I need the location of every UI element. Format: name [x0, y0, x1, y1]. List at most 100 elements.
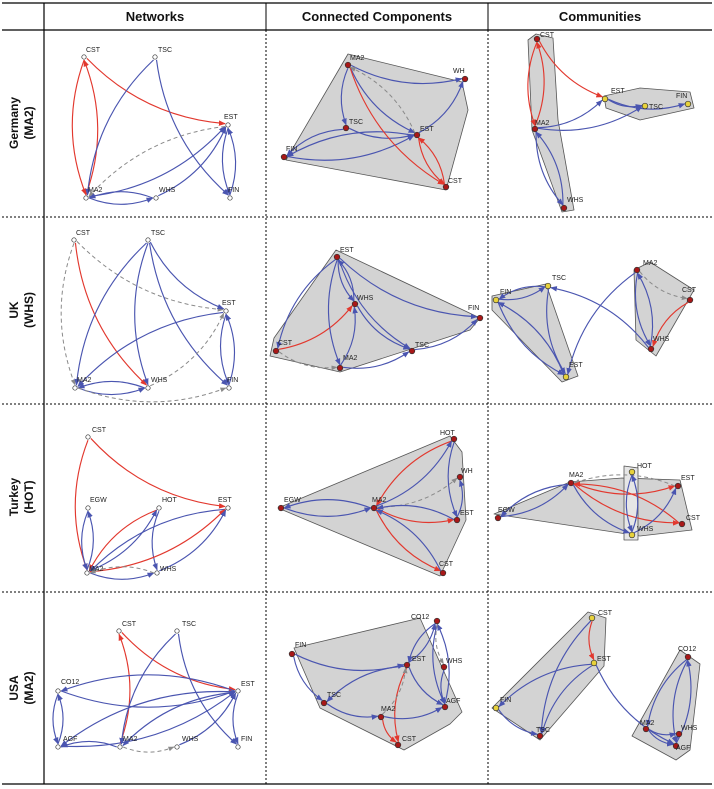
node-est	[225, 505, 231, 511]
node-label-est: EST	[597, 656, 611, 663]
node-label-whs: WHS	[637, 526, 654, 533]
node-label-ma2: MA2	[77, 377, 92, 384]
edge-whs-to-est	[179, 692, 237, 746]
edge-tsc-to-fin	[414, 318, 478, 351]
node-label-est: EST	[222, 300, 236, 307]
node-hot	[156, 505, 162, 511]
edge-cst-to-ma2	[71, 60, 87, 196]
edge-tsc-to-fin	[498, 285, 545, 300]
node-whs	[154, 570, 160, 576]
edge-ma2-to-cst	[349, 67, 445, 185]
node-ma2	[633, 266, 641, 274]
node-label-cst: CST	[540, 32, 555, 39]
edge-whs-to-tsc	[550, 286, 649, 348]
edge-est-to-ma2	[573, 474, 675, 487]
edge-ma2-to-agf	[60, 740, 118, 748]
edge-ma2-to-cst	[639, 271, 688, 301]
node-whs	[145, 385, 151, 391]
edge-ma2-to-egw	[86, 510, 94, 571]
edge-est-to-agf	[595, 665, 675, 745]
node-label-cst: CST	[686, 515, 701, 522]
edge-tsc-to-ma2	[326, 703, 379, 720]
edge-whs-to-agf	[671, 736, 679, 744]
node-fin	[492, 296, 500, 304]
hull-uk-community-2	[633, 261, 695, 357]
edge-ma2-to-est	[566, 272, 636, 376]
node-ma2	[117, 744, 123, 750]
edge-ma2-to-wh	[350, 64, 463, 85]
node-cst	[678, 520, 686, 528]
node-label-ma2: MA2	[381, 706, 396, 713]
edge-ma2-to-fin	[78, 387, 227, 403]
node-label-fin: FIN	[295, 642, 306, 649]
node-label-cst: CST	[76, 230, 91, 237]
edge-ma2-to-est	[349, 67, 416, 134]
node-label-co12: CO12	[678, 646, 696, 653]
edge-tsc-to-fin	[155, 59, 230, 196]
node-tsc	[152, 54, 158, 60]
edge-tsc-to-whs	[134, 242, 149, 386]
edge-est-to-fin	[339, 257, 478, 320]
edge-fin-to-tsc	[498, 709, 538, 736]
edge-ma2-to-tsc	[340, 67, 349, 126]
edge-fin-to-est	[225, 313, 236, 385]
edge-est-to-cst	[394, 667, 408, 743]
edge-whs-to-est	[158, 126, 227, 197]
node-tsc	[408, 347, 416, 355]
node-label-ma2: MA2	[569, 472, 584, 479]
node-label-cst: CST	[682, 287, 697, 294]
edge-ma2-to-cst	[83, 59, 99, 195]
edge-ma2-to-agf	[648, 730, 674, 747]
edge-cst-to-est	[538, 40, 604, 98]
row-label-country: Turkey	[7, 477, 21, 516]
edge-ma2-to-whs	[77, 387, 146, 396]
node-est	[590, 659, 598, 667]
edge-hot-to-whs	[625, 474, 633, 533]
edge-cst-to-ma2	[60, 243, 76, 386]
panel-germany-connected-components: MA2 WH TSC EST FIN CST	[280, 55, 469, 191]
node-label-wh: WH	[453, 68, 465, 75]
edge-whs-to-est	[159, 509, 227, 572]
row-label-country: USA	[7, 675, 21, 701]
edge-est-to-tsc	[326, 665, 405, 703]
node-label-fin: FIN	[676, 93, 687, 100]
node-est	[453, 516, 461, 524]
node-label-whs: WHS	[567, 197, 584, 204]
node-label-ma2: MA2	[372, 497, 387, 504]
node-ma2	[344, 61, 352, 69]
edge-ma2-to-est	[376, 507, 455, 524]
edge-est-to-fin	[232, 693, 239, 745]
edge-est-to-ma2	[88, 125, 226, 197]
edge-ma2-to-est	[89, 508, 226, 573]
edge-ma2-to-cst	[534, 41, 545, 127]
node-label-cst: CST	[278, 340, 293, 347]
edge-whs-to-est	[150, 312, 225, 387]
edge-est-to-fin	[221, 128, 231, 196]
row-label-turkey: Turkey (HOT)	[7, 477, 36, 516]
node-whs	[174, 744, 180, 750]
row-label-usa: USA (MA2)	[7, 671, 36, 704]
node-label-tsc: TSC	[649, 104, 663, 111]
node-label-ma2: MA2	[89, 566, 104, 573]
edge-est-to-ma2	[122, 691, 236, 747]
edge-est-to-ma2	[89, 508, 226, 573]
edge-fin-to-est	[227, 127, 237, 195]
node-label-cst: CST	[86, 47, 101, 54]
node-ma2	[83, 195, 89, 201]
node-label-cst: CST	[598, 610, 613, 617]
node-label-wh: WH	[461, 468, 473, 475]
node-label-est: EST	[340, 247, 354, 254]
edge-est-to-co12	[60, 674, 236, 692]
node-est	[333, 253, 341, 261]
node-est	[601, 95, 609, 103]
edge-est-to-agf	[408, 667, 444, 706]
edge-ma2-to-cst	[375, 509, 442, 572]
node-tsc	[641, 102, 649, 110]
panel-turkey-networks: CST EGW HOT EST MA2 WHS	[74, 427, 232, 580]
node-fin	[280, 153, 288, 161]
node-label-cst: CST	[92, 427, 107, 434]
node-label-ma2: MA2	[535, 120, 550, 127]
edge-est-to-wh	[418, 80, 464, 134]
edge-co12-to-est	[60, 690, 236, 708]
